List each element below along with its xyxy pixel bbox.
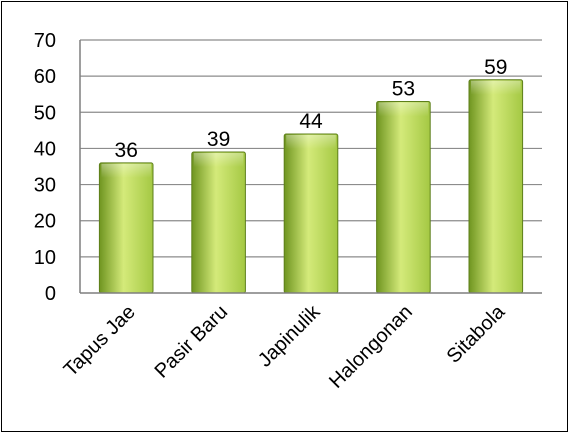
- y-tick-label: 0: [45, 283, 56, 305]
- bars: [98, 79, 524, 294]
- x-axis-category-labels: Tapus Jae Pasir Baru Japinulik Halongonan Si…: [60, 300, 510, 393]
- y-tick-label: 10: [34, 247, 56, 269]
- bar: [283, 133, 339, 294]
- x-category-label: Sitabola: [443, 300, 510, 367]
- data-labels: 36 39 44 53 59: [115, 56, 508, 162]
- x-category-label: Tapus Jae: [60, 301, 140, 381]
- bar-highlight: [471, 80, 521, 95]
- axes: [79, 40, 542, 294]
- y-tick-label: 60: [34, 66, 56, 88]
- bar-highlight: [193, 153, 244, 168]
- bar: [98, 162, 154, 294]
- data-label: 39: [207, 128, 230, 151]
- data-label: 44: [299, 110, 323, 133]
- y-tick-label: 50: [34, 102, 56, 124]
- data-label: 53: [392, 77, 415, 100]
- x-category-label: Japinulik: [254, 300, 325, 371]
- y-axis-tick-labels: 0 10 20 30 40 50 60 70: [34, 30, 56, 305]
- y-tick-label: 70: [34, 30, 56, 52]
- data-label: 36: [115, 139, 138, 162]
- bar-highlight: [378, 102, 429, 117]
- x-category-label: Pasir Baru: [151, 301, 233, 383]
- bar: [468, 79, 524, 294]
- bar-highlight: [286, 134, 336, 149]
- bar: [376, 100, 431, 294]
- bar-highlight: [101, 163, 151, 178]
- y-tick-label: 20: [34, 211, 56, 233]
- x-category-label: Halongonan: [325, 301, 417, 393]
- bar: [191, 151, 246, 294]
- y-tick-label: 30: [34, 175, 56, 197]
- y-tick-label: 40: [34, 138, 56, 160]
- data-label: 59: [484, 56, 507, 79]
